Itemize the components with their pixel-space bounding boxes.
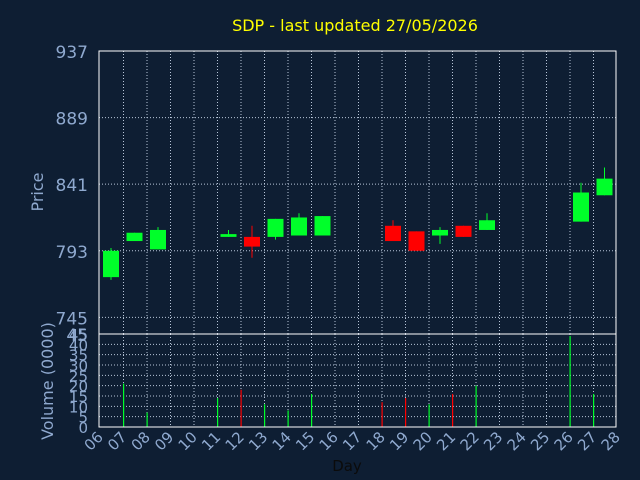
volume-bar xyxy=(264,404,266,427)
volume-bar xyxy=(123,383,125,427)
candle xyxy=(220,229,237,237)
volume-bar xyxy=(593,393,595,427)
volume-bar xyxy=(240,389,242,427)
volume-plot-frame xyxy=(98,333,617,428)
volume-axis-label: Volume (0000) xyxy=(38,322,57,440)
candle-body xyxy=(291,217,307,236)
volume-bar xyxy=(405,398,407,427)
candle xyxy=(267,218,284,240)
candle-body xyxy=(150,229,166,250)
candle-body xyxy=(314,216,331,236)
volume-tick-label: 30 xyxy=(69,357,88,375)
price-tick-label: 745 xyxy=(56,309,88,329)
candle xyxy=(244,225,260,258)
candle xyxy=(126,232,143,242)
candle-body xyxy=(455,225,472,237)
candle-body xyxy=(596,178,613,196)
candle-body xyxy=(220,234,237,237)
candle xyxy=(432,227,448,244)
volume-bar xyxy=(569,336,571,427)
volume-series xyxy=(123,336,595,427)
candle-body xyxy=(408,231,425,251)
candle xyxy=(596,167,613,196)
volume-bar xyxy=(381,402,383,427)
candle-body xyxy=(432,229,448,236)
candle-body xyxy=(479,220,495,230)
volume-bar xyxy=(287,410,289,427)
candle xyxy=(385,220,401,242)
candle-body xyxy=(267,218,284,237)
candle xyxy=(573,182,589,222)
volume-bar xyxy=(452,393,454,427)
volume-tick-label: 0 xyxy=(78,419,88,437)
price-bottom-tick-label: 45 xyxy=(66,326,88,346)
candle-body xyxy=(385,225,401,242)
volume-tick-label: 20 xyxy=(69,378,88,396)
price-tick-label: 889 xyxy=(56,110,88,130)
volume-bar xyxy=(428,404,430,427)
candle xyxy=(314,216,331,236)
candle-body xyxy=(103,250,119,278)
candle-body xyxy=(573,192,589,222)
candlestick-series xyxy=(103,167,613,280)
volume-bar xyxy=(475,385,477,427)
candle xyxy=(408,231,425,251)
volume-bar xyxy=(311,393,313,427)
price-axis-label: Price xyxy=(28,172,47,211)
candle xyxy=(291,213,307,236)
candle-body xyxy=(244,236,260,247)
volume-tick-label: 10 xyxy=(69,398,88,416)
chart-title: SDP - last updated 27/05/2026 xyxy=(232,16,478,35)
candle xyxy=(150,227,166,250)
price-tick-label: 937 xyxy=(56,43,88,63)
day-tick-labels: 0607080910111213141516171819202122232425… xyxy=(81,428,624,454)
candle-body xyxy=(126,232,143,242)
volume-tick-label: 25 xyxy=(69,367,88,385)
volume-bar xyxy=(217,398,219,427)
x-axis-label: Day xyxy=(332,457,362,475)
volume-gridlines xyxy=(99,334,616,427)
candle xyxy=(479,213,495,230)
price-tick-label: 793 xyxy=(56,243,88,263)
volume-tick-label: 35 xyxy=(69,347,88,365)
volume-tick-label: 15 xyxy=(69,388,88,406)
volume-bar xyxy=(146,412,148,427)
price-tick-label: 841 xyxy=(56,176,88,196)
volume-tick-label: 40 xyxy=(69,336,88,354)
volume-tick-label: 45 xyxy=(69,326,88,344)
candle xyxy=(103,247,119,280)
candle xyxy=(455,225,472,237)
volume-tick-label: 5 xyxy=(78,409,88,427)
